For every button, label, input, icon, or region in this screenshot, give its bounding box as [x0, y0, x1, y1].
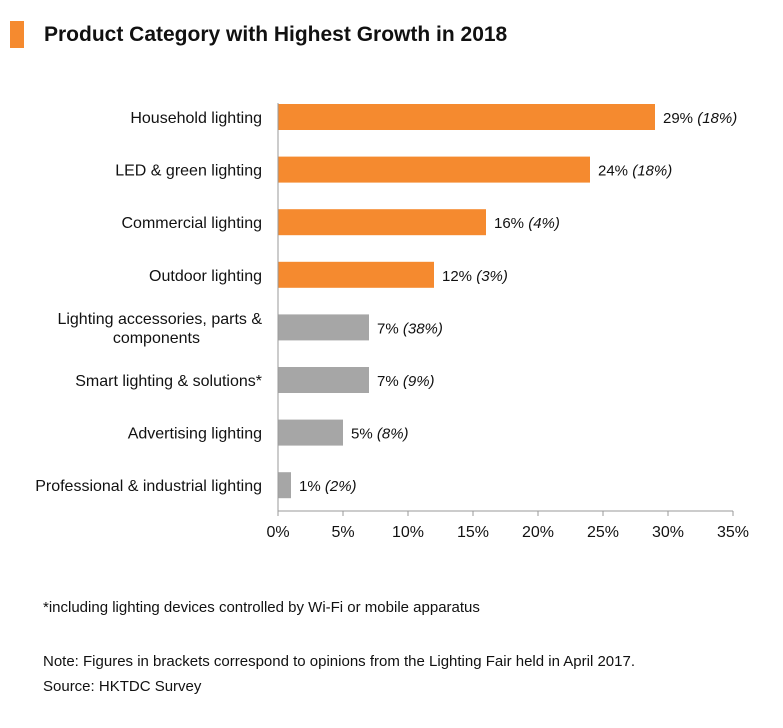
category-label: Smart lighting & solutions* — [75, 373, 262, 390]
note-text: Note: Figures in brackets correspond to … — [43, 653, 635, 670]
bar — [278, 314, 369, 341]
data-label: 1% (2%) — [299, 478, 357, 495]
category-label: LED & green lighting — [115, 163, 262, 180]
x-tick-label: 20% — [522, 524, 554, 541]
category-label: Outdoor lighting — [149, 268, 262, 285]
category-label: Commercial lighting — [122, 215, 263, 232]
bar — [278, 419, 343, 446]
footnote: *including lighting devices controlled b… — [43, 599, 480, 616]
category-label: Advertising lighting — [128, 426, 262, 443]
category-label: Professional & industrial lighting — [35, 478, 262, 495]
chart-title: Product Category with Highest Growth in … — [44, 23, 508, 46]
category-label: Lighting accessories, parts & components — [57, 311, 262, 347]
bar — [278, 209, 486, 236]
bar — [278, 156, 590, 183]
x-tick-label: 15% — [457, 524, 489, 541]
data-label: 7% (38%) — [377, 320, 443, 337]
data-label: 7% (9%) — [377, 373, 435, 390]
data-label: 29% (18%) — [663, 110, 737, 127]
data-label: 5% (8%) — [351, 426, 409, 443]
x-tick-label: 10% — [392, 524, 424, 541]
bar — [278, 104, 655, 130]
bar — [278, 367, 369, 393]
data-label: 24% (18%) — [598, 163, 672, 180]
data-label: 16% (4%) — [494, 215, 560, 232]
title-accent-bar — [10, 21, 24, 48]
x-tick-label: 25% — [587, 524, 619, 541]
source-text: Source: HKTDC Survey — [43, 678, 202, 695]
category-label: Household lighting — [130, 110, 262, 127]
data-label: 12% (3%) — [442, 268, 508, 285]
x-tick-label: 5% — [331, 524, 354, 541]
x-tick-label: 30% — [652, 524, 684, 541]
bar-chart: 0% 5% 10% 15% 20% 25% 30% 35% Household lighting… — [35, 103, 749, 541]
bar — [278, 261, 434, 288]
x-tick-label: 35% — [717, 524, 749, 541]
x-tick-label: 0% — [266, 524, 289, 541]
bar — [278, 472, 291, 499]
